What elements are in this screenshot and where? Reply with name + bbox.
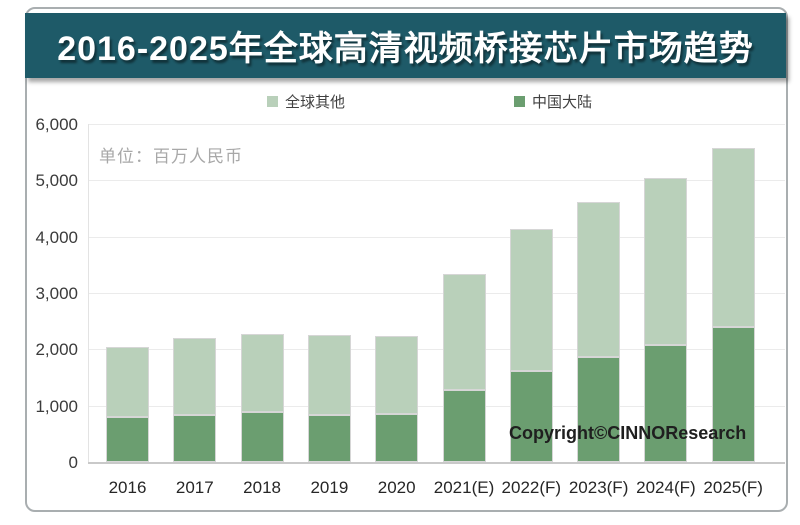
x-tick-label-2016: 2016 — [108, 478, 147, 497]
bar-segment-china-2016 — [106, 417, 149, 462]
x-tick-label-2021(E): 2021(E) — [433, 478, 495, 497]
x-tick-label-2024(F): 2024(F) — [636, 478, 696, 497]
y-tick-label-1,000: 1,000 — [35, 396, 78, 416]
bar-2017 — [173, 338, 217, 462]
bar-2025(F) — [711, 147, 755, 462]
bar-segment-others-2019 — [307, 335, 351, 415]
bar-segment-china-2023(F) — [577, 357, 621, 462]
legend-swatch-others-icon — [267, 95, 278, 107]
bar-segment-others-2022(F) — [509, 229, 553, 372]
bar-segment-china-2022(F) — [509, 371, 553, 462]
bar-segment-china-2021(E) — [442, 389, 486, 462]
x-tick-label-2022(F): 2022(F) — [501, 478, 562, 497]
chart-legend: 全球其他 中国大陆 — [0, 91, 800, 111]
bar-2024(F) — [644, 178, 688, 462]
y-tick-label-0: 0 — [68, 453, 78, 472]
x-tick-label-2020: 2020 — [377, 478, 416, 497]
x-axis-line — [88, 462, 785, 464]
bar-2020 — [375, 335, 419, 462]
bar-segment-china-2025(F) — [711, 327, 755, 462]
legend-item-others: 全球其他 — [267, 91, 345, 111]
legend-item-china: 中国大陆 — [514, 91, 592, 111]
bar-segment-others-2024(F) — [644, 178, 688, 345]
bar-2023(F) — [577, 201, 621, 462]
y-tick-label-6,000: 6,000 — [35, 115, 78, 134]
title-bar: 2016-2025年全球高清视频桥接芯片市场趋势 — [25, 13, 786, 78]
bar-segment-others-2023(F) — [577, 201, 621, 358]
bar-segment-others-2018 — [240, 334, 284, 413]
bar-segment-others-2020 — [375, 335, 419, 414]
bar-2022(F) — [509, 229, 553, 462]
legend-swatch-china-icon — [514, 95, 525, 107]
bar-segment-others-2025(F) — [711, 147, 755, 328]
y-tick-label-5,000: 5,000 — [35, 171, 78, 191]
bar-segment-china-2017 — [173, 415, 217, 462]
page-title: 2016-2025年全球高清视频桥接芯片市场趋势 — [57, 30, 754, 68]
legend-label-china: 中国大陆 — [532, 93, 593, 111]
unit-label: 单位：百万人民币 — [99, 147, 243, 166]
gridline-6,000 — [88, 124, 785, 125]
bar-segment-china-2018 — [240, 412, 284, 462]
y-tick-label-2,000: 2,000 — [35, 340, 78, 360]
x-tick-label-2019: 2019 — [310, 478, 349, 497]
gridline-2,000 — [88, 349, 785, 351]
bar-2021(E) — [442, 273, 486, 462]
gridline-4,000 — [88, 236, 785, 238]
bar-segment-china-2019 — [307, 414, 351, 462]
bar-segment-china-2020 — [375, 413, 419, 462]
y-tick-label-4,000: 4,000 — [35, 227, 78, 247]
bar-2018 — [240, 334, 284, 462]
bar-2019 — [307, 335, 351, 462]
x-tick-label-2017: 2017 — [175, 478, 214, 497]
bar-segment-others-2021(E) — [442, 273, 486, 390]
x-tick-label-2023(F): 2023(F) — [568, 478, 629, 497]
y-tick-label-3,000: 3,000 — [35, 284, 78, 303]
x-tick-label-2025(F): 2025(F) — [703, 478, 763, 497]
legend-label-others: 全球其他 — [285, 93, 346, 111]
bar-segment-china-2024(F) — [644, 344, 688, 462]
copyright-watermark: Copyright©CINNOResearch — [509, 423, 747, 443]
gridline-3,000 — [88, 293, 785, 294]
gridline-5,000 — [88, 180, 785, 182]
bar-2016 — [106, 346, 149, 462]
gridline-1,000 — [88, 405, 785, 407]
y-axis-line — [88, 124, 89, 462]
bar-segment-others-2016 — [106, 346, 149, 418]
x-tick-label-2018: 2018 — [243, 478, 281, 497]
bar-segment-others-2017 — [173, 338, 217, 416]
